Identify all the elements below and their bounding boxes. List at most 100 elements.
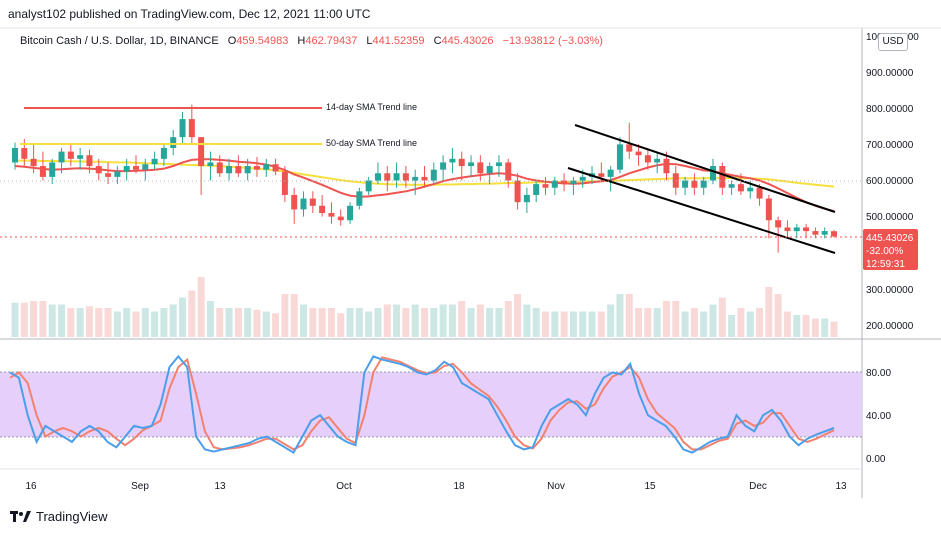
candle-body — [626, 144, 633, 152]
volume-bar — [672, 301, 680, 337]
volume-bar — [234, 308, 242, 337]
volume-bar — [514, 294, 522, 337]
candle-body — [449, 158, 456, 163]
candle-body — [39, 166, 46, 177]
candle-body — [533, 184, 540, 195]
volume-bar — [262, 311, 270, 337]
symbol-name: Bitcoin Cash / U.S. Dollar, 1D, BINANCE — [20, 35, 219, 47]
bar-countdown: 12:59:31 — [866, 259, 905, 270]
volume-bar — [281, 294, 289, 337]
candle-body — [226, 166, 233, 174]
volume-bar — [179, 297, 187, 337]
volume-bar — [244, 308, 252, 337]
volume-bar — [411, 304, 419, 337]
stoch-k-line — [9, 354, 835, 454]
candle-body — [272, 164, 279, 172]
candle-body — [58, 151, 65, 163]
volume-bar — [690, 308, 698, 337]
volume-bar — [737, 308, 745, 337]
candle-body — [67, 151, 74, 159]
sma14-annotation-text: 14-day SMA Trend line — [326, 102, 417, 112]
volume-bar — [783, 311, 791, 337]
price-tick: 200.00000 — [866, 321, 914, 332]
sma50-annotation-text: 50-day SMA Trend line — [326, 138, 417, 148]
candle-body — [458, 158, 465, 167]
volume-bar — [355, 308, 363, 337]
candle-body — [756, 187, 763, 199]
volume-bar — [467, 308, 475, 337]
volume-bar — [541, 311, 549, 337]
candle-body — [728, 184, 735, 188]
channel-lower-line — [567, 167, 836, 254]
time-tick: Dec — [749, 481, 767, 492]
candle-body — [114, 171, 121, 177]
candle-body — [356, 191, 363, 206]
volume-bar — [95, 308, 103, 337]
candle-body — [105, 173, 112, 177]
volume-bar — [160, 308, 168, 337]
candle-body — [682, 180, 689, 188]
candle-body — [244, 166, 251, 174]
channel-upper-line — [574, 124, 836, 213]
candle-body — [551, 180, 558, 188]
price-tick: 300.00000 — [866, 285, 914, 296]
current-price-value: 445.43026 — [866, 233, 914, 244]
currency-badge[interactable]: USD — [878, 33, 908, 51]
volume-bar — [681, 311, 689, 337]
candle-body — [831, 231, 837, 237]
close-value: 445.43026 — [441, 35, 494, 47]
volume-bar — [383, 304, 391, 337]
symbol-legend: Bitcoin Cash / U.S. Dollar, 1D, BINANCE … — [20, 35, 603, 47]
volume-bar — [421, 308, 428, 337]
candle-body — [440, 162, 447, 170]
volume-bar — [365, 311, 373, 337]
candle-body — [579, 176, 586, 181]
candles — [12, 104, 837, 253]
time-tick: 18 — [453, 481, 465, 492]
volume-bar — [85, 306, 93, 337]
volume-bar — [579, 311, 587, 337]
candle-body — [635, 151, 642, 156]
volume-bar — [327, 308, 335, 337]
candle-body — [570, 180, 577, 185]
candle-body — [49, 162, 56, 177]
candle-body — [328, 213, 335, 217]
volume-bar — [625, 294, 633, 337]
candle-body — [291, 194, 298, 210]
candle-body — [179, 119, 186, 138]
candle-body — [803, 227, 810, 232]
candle-body — [710, 166, 717, 181]
candle-body — [495, 162, 502, 167]
candle-body — [812, 231, 819, 235]
candle-body — [691, 180, 698, 188]
volume-bar — [290, 294, 298, 337]
time-tick: 15 — [644, 481, 656, 492]
price-tick: 500.00000 — [866, 212, 914, 223]
candle-body — [514, 180, 521, 203]
candle-body — [523, 194, 530, 203]
change-value: −13.93812 (−3.03%) — [502, 35, 603, 47]
stoch-tick: 40.00 — [866, 411, 891, 422]
volume-bar — [653, 308, 661, 337]
candle-body — [486, 166, 493, 174]
candle-body — [384, 173, 391, 181]
candle-body — [430, 169, 437, 181]
stoch-tick: 80.00 — [866, 368, 891, 379]
candle-body — [142, 164, 149, 170]
candle-body — [12, 147, 18, 163]
candle-body — [319, 205, 326, 214]
candle-body — [700, 180, 707, 188]
price-tick: 800.00000 — [866, 104, 914, 115]
volume-bar — [644, 308, 652, 337]
volume-bar — [123, 308, 131, 337]
publisher-line: analyst102 published on TradingView.com,… — [8, 7, 371, 21]
candle-body — [821, 231, 828, 235]
candle-body — [654, 158, 661, 163]
stochastic-lines — [9, 354, 835, 454]
candle-body — [151, 158, 158, 165]
candle-body — [95, 166, 102, 174]
volume-bar — [151, 311, 159, 337]
volume-bar — [718, 297, 726, 337]
candle-body — [86, 155, 93, 167]
